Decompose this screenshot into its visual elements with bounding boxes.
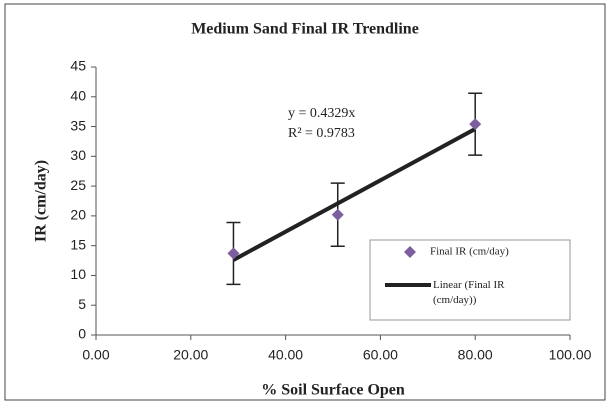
y-tick-label: 45 bbox=[70, 58, 86, 74]
r-squared: R² = 0.9783 bbox=[288, 126, 355, 141]
y-tick-label: 5 bbox=[78, 296, 86, 312]
x-tick-label: 60.00 bbox=[363, 347, 398, 363]
equation: y = 0.4329x bbox=[288, 106, 355, 121]
x-tick-label: 20.00 bbox=[173, 347, 208, 363]
x-tick-label: 0.00 bbox=[82, 347, 109, 363]
legend-label: Linear (Final IR (cm/day)) bbox=[433, 279, 505, 306]
x-tick-label: 100.00 bbox=[549, 347, 592, 363]
data-point bbox=[469, 118, 482, 131]
y-tick-label: 40 bbox=[70, 87, 86, 103]
x-tick-label: 80.00 bbox=[458, 347, 493, 363]
y-tick-label: 30 bbox=[70, 147, 86, 163]
legend-box bbox=[369, 239, 571, 321]
trendline bbox=[232, 127, 477, 262]
x-tick-label: 40.00 bbox=[268, 347, 303, 363]
legend-marker bbox=[404, 246, 416, 258]
y-axis-label: IR (cm/day) bbox=[33, 160, 50, 242]
y-tick-label: 0 bbox=[78, 326, 86, 342]
y-tick-label: 25 bbox=[70, 177, 86, 193]
data-point bbox=[227, 247, 240, 260]
chart-frame bbox=[4, 3, 606, 401]
y-tick-label: 35 bbox=[70, 117, 86, 133]
y-tick-label: 20 bbox=[70, 207, 86, 223]
chart-title: Medium Sand Final IR Trendline bbox=[191, 21, 419, 38]
y-tick-label: 10 bbox=[70, 266, 86, 282]
data-point bbox=[331, 208, 344, 221]
legend-label: Final IR (cm/day) bbox=[430, 246, 509, 258]
x-axis-label: % Soil Surface Open bbox=[261, 382, 405, 399]
y-tick-label: 15 bbox=[70, 236, 86, 252]
